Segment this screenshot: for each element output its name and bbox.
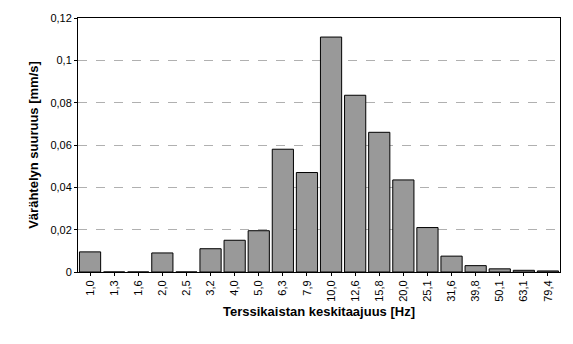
svg-text:2,5: 2,5	[180, 280, 192, 295]
svg-text:3,2: 3,2	[204, 280, 216, 295]
svg-text:31,6: 31,6	[445, 280, 457, 301]
svg-text:50,1: 50,1	[493, 280, 505, 301]
svg-text:0,1: 0,1	[57, 54, 72, 66]
svg-text:Värähtelyn suuruus [mm/s]: Värähtelyn suuruus [mm/s]	[26, 61, 41, 229]
svg-text:10,0: 10,0	[325, 280, 337, 301]
svg-text:1,6: 1,6	[132, 280, 144, 295]
svg-text:12,6: 12,6	[349, 280, 361, 301]
svg-text:0,12: 0,12	[50, 12, 71, 24]
svg-text:39,8: 39,8	[469, 280, 481, 301]
svg-text:0,04: 0,04	[50, 181, 71, 193]
svg-text:5,0: 5,0	[252, 280, 264, 295]
svg-text:6,3: 6,3	[276, 280, 288, 295]
svg-text:1,3: 1,3	[108, 280, 120, 295]
svg-text:63,1: 63,1	[517, 280, 529, 301]
svg-text:20,0: 20,0	[397, 280, 409, 301]
svg-text:79,4: 79,4	[542, 280, 554, 301]
svg-text:0,06: 0,06	[50, 139, 71, 151]
svg-text:7,9: 7,9	[301, 280, 313, 295]
svg-text:1,0: 1,0	[84, 280, 96, 295]
svg-text:15,8: 15,8	[373, 280, 385, 301]
svg-text:4,0: 4,0	[228, 280, 240, 295]
svg-text:0,02: 0,02	[50, 224, 71, 236]
svg-text:0: 0	[66, 266, 72, 278]
svg-text:25,1: 25,1	[421, 280, 433, 301]
svg-text:2,0: 2,0	[156, 280, 168, 295]
svg-text:Terssikaistan keskitaajuus [Hz: Terssikaistan keskitaajuus [Hz]	[223, 304, 415, 319]
svg-text:0,08: 0,08	[50, 97, 71, 109]
